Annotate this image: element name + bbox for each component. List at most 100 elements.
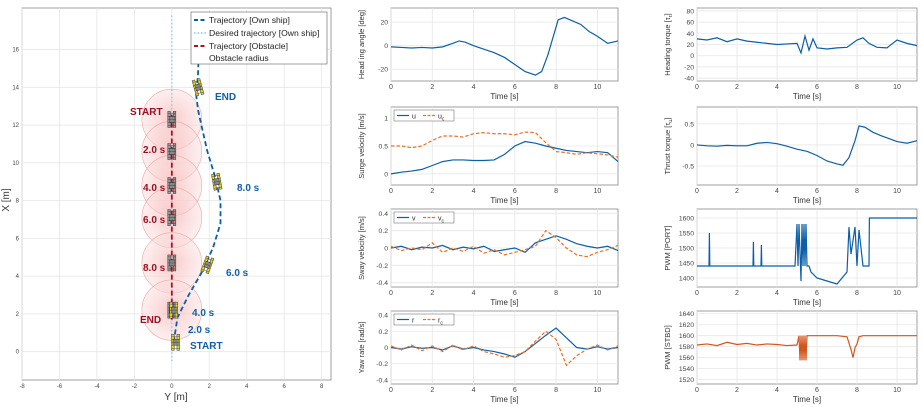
- trajectory-ticks: -8 -6 -4 -2 0 2 4 6 8 0 2 4 6 8 10 12 14 16: [12, 48, 324, 390]
- own-ship-marker: [191, 78, 205, 97]
- panel-surge: 0 2 4 6 8 10 0 0.5 1 Time [s] Surge velocity [m/s]…: [357, 106, 619, 205]
- heading-xtick-label: 8: [554, 84, 558, 91]
- yaw-series-command: [390, 330, 619, 367]
- obstacle-ship-marker: [167, 111, 177, 128]
- thrust_torque-xtick-label: 6: [815, 188, 819, 195]
- own-ship-marker: [169, 301, 178, 319]
- yaw-xlabel: Time [s]: [490, 395, 518, 404]
- obstacle-ship-marker: [167, 177, 177, 194]
- sway-xtick-label: 2: [430, 290, 434, 297]
- heading-plot-area: [390, 7, 619, 82]
- thrust_torque-xtick-label: 4: [775, 188, 779, 195]
- pwm_port-ytick-label: 1500: [679, 246, 694, 253]
- sway-legend-sub: c: [442, 218, 445, 224]
- surge-ylabel: Surge velocity [m/s]: [357, 113, 366, 178]
- heading-xtick-label: 4: [472, 84, 476, 91]
- panel-pwm_stbd: 0 2 4 6 8 10 1520 1540 1560 1580 1600 1620 1640 Time …: [663, 310, 918, 404]
- pwm_port-ytick-label: 1550: [679, 231, 694, 238]
- trajectory-plot: -8 -6 -4 -2 0 2 4 6 8 0 2 4 6 8 10 12 14 16 Y [m] X [m] T…: [1, 7, 332, 403]
- heading-xtick-label: 10: [593, 84, 601, 91]
- thrust_torque-xtick-label: 2: [735, 188, 739, 195]
- yaw-ytick-label: -0.2: [376, 361, 388, 368]
- yaw-ytick-label: 0: [384, 345, 388, 352]
- yaw-xtick-label: 0: [389, 387, 393, 394]
- own-t6-label: 6.0 s: [226, 268, 249, 279]
- heading_torque-xtick-label: 6: [815, 84, 819, 91]
- pwm_port-ytick-label: 1600: [679, 216, 694, 223]
- sway-ytick-label: -0.2: [376, 263, 388, 270]
- sway-xtick-label: 8: [554, 290, 558, 297]
- traj-xtick-label: 0: [170, 384, 174, 390]
- traj-ytick-label: 0: [16, 350, 20, 356]
- traj-xtick-label: -6: [57, 384, 63, 390]
- legend-obstacle: Trajectory [Obstacle]: [209, 41, 288, 51]
- obstacle-ship-marker: [167, 209, 177, 226]
- pwm_port-ytick-label: 1450: [679, 261, 694, 268]
- yaw-xtick-label: 4: [472, 387, 476, 394]
- yaw-xtick-label: 10: [593, 387, 601, 394]
- heading-ytick-label: 0: [384, 43, 388, 50]
- surge-xtick-label: 8: [554, 188, 558, 195]
- traj-ytick-label: 16: [12, 48, 19, 54]
- traj-ytick-label: 6: [16, 236, 20, 242]
- pwm_stbd-xtick-label: 10: [893, 387, 901, 394]
- heading_torque-series-actual: [696, 33, 918, 55]
- panel-heading: 0 2 4 6 8 10 -20 0 20 Time [s] Head ing angle [deg…: [357, 7, 619, 101]
- surge-xtick-label: 10: [593, 188, 601, 195]
- heading_torque-xtick-label: 10: [893, 84, 901, 91]
- pwm_stbd-series-actual: [696, 335, 917, 361]
- panel-heading_torque: 0 2 4 6 8 10 -40 -20 0 20 40 60 80 Time [s] Heading to…: [663, 7, 918, 101]
- panel-yaw: 0 2 4 6 8 10 -0.4 -0.2 0 0.2 0.4 Time [s] Yaw rate […: [357, 310, 619, 404]
- panel-sway: 0 2 4 6 8 10 -0.4 -0.2 0 0.2 0.4 Time [s] Sway veloc…: [357, 208, 619, 307]
- surge-legend: u uc: [393, 109, 455, 122]
- heading-series-actual: [390, 16, 619, 76]
- thrust_torque-xlabel: Time [s]: [793, 196, 821, 205]
- sway-ytick-label: 0: [384, 246, 388, 253]
- pwm_port-ytick-label: 1400: [679, 276, 694, 283]
- trajectory-xlabel: Y [m]: [164, 392, 187, 403]
- heading-xtick-label: 2: [430, 84, 434, 91]
- thrust_torque-series-actual: [696, 125, 918, 166]
- thrust_torque-ytick-label: -0.5: [682, 164, 694, 171]
- surge-xtick-label: 4: [472, 188, 476, 195]
- sway-legend-command: vc: [438, 215, 445, 224]
- obstacle-radius-circles: [141, 88, 203, 341]
- trajectory-grid: [21, 8, 331, 380]
- traj-ytick-label: 2: [16, 312, 20, 318]
- heading_torque-ytick-label: 60: [686, 20, 694, 27]
- pwm_stbd-ylabel: PWM [STBD]: [663, 325, 672, 370]
- trajectory-lines: [170, 13, 222, 362]
- surge-xtick-label: 6: [513, 188, 517, 195]
- pwm_port-xtick-label: 0: [695, 290, 699, 297]
- panel-thrust_torque: 0 2 4 6 8 10 -0.5 0 0.5 Time [s] Thrust torque [τu…: [663, 106, 918, 205]
- traj-xtick-label: -2: [132, 384, 138, 390]
- sway-series-actual: [390, 235, 619, 254]
- heading_torque-ylabel-sub: r: [668, 15, 674, 17]
- heading-ytick-label: 20: [380, 20, 388, 27]
- pwm_stbd-xtick-label: 6: [815, 387, 819, 394]
- sway-xlabel: Time [s]: [490, 298, 518, 307]
- own-t4-label: 4.0 s: [192, 308, 215, 319]
- obstacle-end-label: END: [140, 315, 161, 326]
- sway-ylabel: Sway velocity [m/s]: [357, 216, 366, 280]
- own-t8-label: 8.0 s: [237, 183, 260, 194]
- thrust_torque-ytick-label: 0.5: [685, 121, 695, 128]
- thrust_torque-xtick-label: 0: [695, 188, 699, 195]
- thrust_torque-ylabel-end: ]: [663, 118, 672, 120]
- sway-series-command: [390, 229, 619, 258]
- own-ship-marker: [211, 172, 223, 191]
- surge-xtick-label: 0: [389, 188, 393, 195]
- pwm_stbd-xtick-label: 0: [695, 387, 699, 394]
- thrust_torque-ytick-label: 0: [690, 142, 694, 149]
- ship-markers: [167, 78, 223, 351]
- own-end-label: END: [215, 92, 236, 103]
- pwm_stbd-ytick-label: 1640: [679, 311, 694, 318]
- sway-ytick-label: 0.4: [379, 211, 389, 218]
- pwm_port-xlabel: Time [s]: [793, 298, 821, 307]
- surge-ytick-label: 1: [384, 116, 388, 123]
- traj-ytick-label: 8: [16, 199, 20, 205]
- pwm_stbd-ytick-label: 1580: [679, 344, 694, 351]
- surge-legend-sub: c: [442, 116, 445, 122]
- sway-legend: v vc: [393, 211, 455, 224]
- traj-xtick-label: -4: [94, 384, 100, 390]
